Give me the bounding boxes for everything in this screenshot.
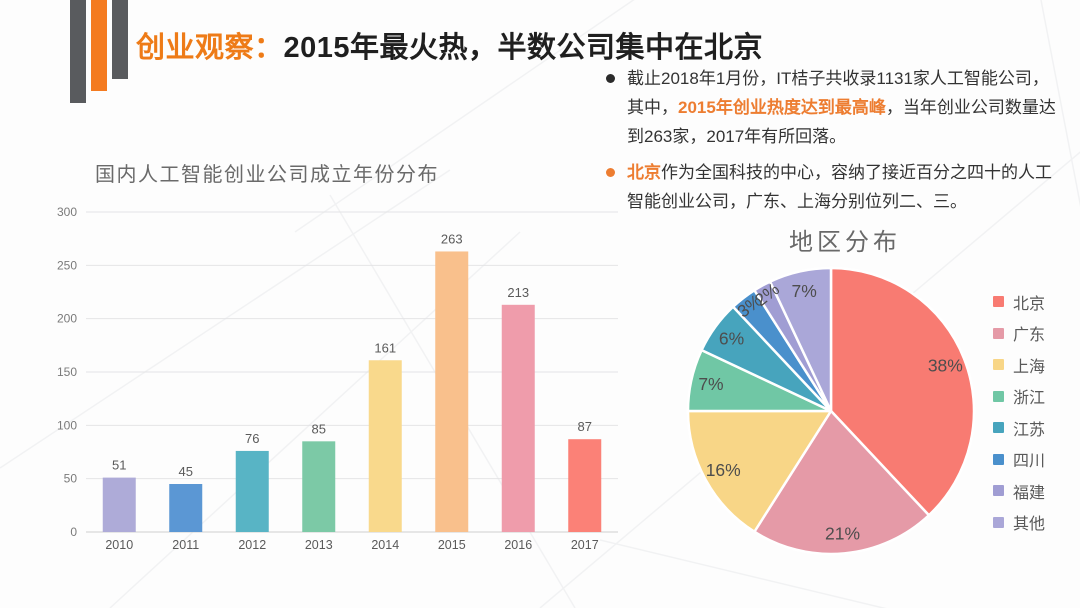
y-tick-label-50: 50 xyxy=(64,472,78,486)
bar-2011 xyxy=(169,484,203,532)
x-axis-label-2017: 2017 xyxy=(571,538,599,552)
legend-item-其他: 其他 xyxy=(993,507,1045,539)
y-tick-label-200: 200 xyxy=(57,312,77,326)
bar-2017 xyxy=(568,439,602,532)
legend-item-上海: 上海 xyxy=(993,349,1045,381)
y-tick-label-0: 0 xyxy=(70,525,77,539)
bar-value-label-2014: 161 xyxy=(374,340,396,355)
page-title-accent: 创业观察： xyxy=(136,32,284,64)
x-axis-label-2015: 2015 xyxy=(438,538,466,552)
deco-bar-right xyxy=(112,0,128,79)
legend-label: 福建 xyxy=(1013,484,1046,502)
bullets-panel: 截止2018年1月份，IT桔子共收录1131家人工智能公司，其中，2015年创业… xyxy=(600,64,1066,223)
pie-slice-其他 xyxy=(768,266,833,413)
pie-percent-label-北京: 38% xyxy=(928,356,963,376)
legend-item-江苏: 江苏 xyxy=(993,412,1045,444)
bar-2014 xyxy=(368,360,402,532)
legend-label: 广东 xyxy=(1013,327,1046,345)
legend-swatch xyxy=(993,485,1004,497)
x-axis-label-2011: 2011 xyxy=(172,538,199,552)
pie-chart: 38%21%16%7%6%3%2% 7% xyxy=(686,266,976,556)
pie-percent-label-江苏: 6% xyxy=(719,329,744,349)
legend-item-浙江: 浙江 xyxy=(993,381,1045,413)
page-title-main: 2015年最火热，半数公司集中在北京 xyxy=(283,32,764,64)
legend-item-福建: 福建 xyxy=(993,475,1045,507)
bar-value-label-2011: 45 xyxy=(179,464,193,479)
bullet-dot xyxy=(606,168,615,177)
bullet-text: 北京作为全国科技的中心，容纳了接近百分之四十的人工智能创业公司，广东、上海分别位… xyxy=(627,158,1065,216)
bar-value-label-2012: 76 xyxy=(245,431,259,446)
deco-bar-left xyxy=(70,0,86,103)
bullet-item-2: 北京作为全国科技的中心，容纳了接近百分之四十的人工智能创业公司，广东、上海分别位… xyxy=(600,158,1066,216)
bullet-item-1: 截止2018年1月份，IT桔子共收录1131家人工智能公司，其中，2015年创业… xyxy=(600,64,1066,151)
x-axis-label-2013: 2013 xyxy=(305,538,333,552)
bar-2016 xyxy=(501,304,535,532)
pie-percent-label-浙江: 7% xyxy=(698,374,723,394)
bar-value-label-2015: 263 xyxy=(441,231,463,246)
legend-label: 江苏 xyxy=(1013,421,1046,439)
bar-chart-title: 国内人工智能创业公司成立年份分布 xyxy=(95,164,439,186)
pie-chart-title: 地区分布 xyxy=(789,229,901,256)
bullet-highlight: 2015年创业热度达到最高峰 xyxy=(678,98,886,117)
bar-value-label-2016: 213 xyxy=(507,285,529,300)
legend-swatch xyxy=(993,516,1004,528)
pie-slice-上海 xyxy=(686,409,833,533)
legend-swatch xyxy=(993,359,1004,371)
y-tick-label-250: 250 xyxy=(57,258,77,272)
bar-value-label-2017: 87 xyxy=(578,419,592,434)
x-axis-label-2016: 2016 xyxy=(504,538,532,552)
pie-percent-label-其他: 7% xyxy=(792,281,817,301)
x-axis-label-2012: 2012 xyxy=(238,538,266,552)
bullet-text: 截止2018年1月份，IT桔子共收录1131家人工智能公司，其中，2015年创业… xyxy=(627,64,1065,151)
bar-2012 xyxy=(235,450,269,532)
legend-item-四川: 四川 xyxy=(993,444,1045,476)
pie-slice-广东 xyxy=(753,409,931,556)
x-axis-label-2010: 2010 xyxy=(105,538,133,552)
bullet-dot xyxy=(606,74,615,83)
pie-percent-label-上海: 16% xyxy=(706,460,741,480)
bar-2010 xyxy=(102,477,136,532)
bar-chart: 0 50 100 150 200 250 300 51 2010 45 2011 76 2012 85 20… xyxy=(57,205,618,552)
legend-label: 北京 xyxy=(1013,295,1046,313)
bar-value-label-2013: 85 xyxy=(312,421,326,436)
bullet-segment: 作为全国科技的中心，容纳了接近百分之四十的人工智能创业公司，广东、上海分别位列二… xyxy=(627,163,1052,211)
legend-item-北京: 北京 xyxy=(993,286,1045,318)
bar-value-label-2010: 51 xyxy=(112,458,126,473)
y-tick-label-100: 100 xyxy=(57,418,77,432)
deco-bar-orange xyxy=(91,0,107,91)
bullet-highlight: 北京 xyxy=(627,163,661,182)
legend-swatch xyxy=(993,296,1004,308)
legend-label: 四川 xyxy=(1013,453,1046,471)
legend-label: 其他 xyxy=(1013,516,1046,534)
legend-item-广东: 广东 xyxy=(993,318,1045,350)
bullet-segment: 截止2018年1月份，IT桔子共收录1131家人工智能公司，其中， xyxy=(627,69,1049,117)
pie-legend: 北京广东上海浙江江苏四川福建其他 xyxy=(993,286,1045,538)
bullet-segment: ，当年创业公司数量达到263家，2017年有所回落。 xyxy=(627,98,1056,146)
legend-label: 浙江 xyxy=(1013,390,1046,408)
bar-2015 xyxy=(435,251,469,532)
x-axis-label-2014: 2014 xyxy=(371,538,399,552)
y-tick-label-300: 300 xyxy=(57,205,77,219)
y-tick-label-150: 150 xyxy=(57,365,77,379)
pie-slice-北京 xyxy=(829,266,976,517)
bar-2013 xyxy=(302,441,336,532)
legend-swatch xyxy=(993,422,1004,434)
legend-swatch xyxy=(993,390,1004,402)
pie-percent-label-广东: 21% xyxy=(825,523,860,543)
legend-swatch xyxy=(993,327,1004,339)
legend-label: 上海 xyxy=(1013,358,1046,376)
legend-swatch xyxy=(993,453,1004,465)
page-title: 创业观察：2015年最火热，半数公司集中在北京 xyxy=(136,24,763,66)
